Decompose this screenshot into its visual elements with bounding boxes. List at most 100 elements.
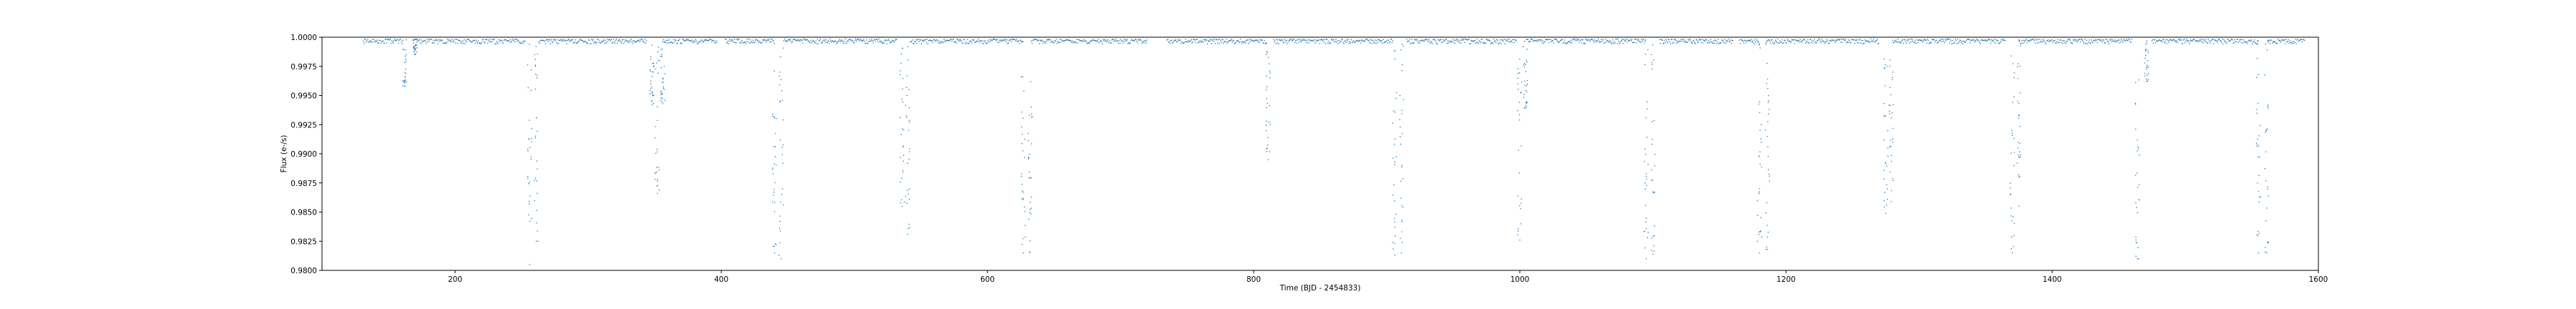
flux-point	[1874, 41, 1876, 43]
flux-point	[981, 42, 983, 44]
flux-point	[2158, 39, 2160, 41]
flux-point	[2145, 54, 2147, 57]
flux-point	[1521, 81, 1523, 83]
flux-point	[661, 92, 663, 94]
flux-point	[702, 41, 704, 43]
flux-point	[2147, 73, 2150, 74]
flux-point	[1440, 39, 1442, 41]
flux-point	[1444, 40, 1445, 42]
flux-point	[2018, 41, 2020, 42]
flux-point	[1496, 39, 1498, 41]
flux-point	[2062, 43, 2064, 44]
flux-point	[2019, 92, 2021, 94]
flux-point	[1908, 39, 1910, 40]
flux-point	[940, 41, 941, 43]
flux-point	[1375, 39, 1376, 41]
flux-point	[1399, 94, 1401, 97]
flux-point	[1395, 92, 1397, 94]
flux-point	[1121, 40, 1123, 41]
flux-point	[2256, 43, 2258, 44]
flux-point	[1635, 41, 1637, 44]
flux-point	[1532, 41, 1534, 42]
flux-point	[2265, 43, 2266, 45]
flux-point	[1369, 41, 1370, 44]
flux-point	[1941, 38, 1943, 40]
flux-point	[1891, 112, 1893, 114]
flux-point	[1086, 43, 1088, 44]
flux-point	[2056, 41, 2058, 43]
flux-point	[1264, 40, 1265, 41]
flux-point	[660, 92, 662, 93]
flux-point	[672, 42, 674, 44]
flux-point	[655, 126, 656, 127]
flux-point	[1302, 38, 1304, 40]
flux-point	[1957, 38, 1958, 40]
flux-point	[1887, 129, 1888, 132]
flux-point	[1758, 233, 1760, 235]
flux-point	[736, 41, 737, 44]
plot-area	[321, 36, 2319, 271]
flux-point	[491, 39, 492, 40]
flux-point	[990, 39, 992, 41]
flux-point	[1230, 39, 1231, 41]
flux-point	[914, 40, 916, 42]
flux-point	[1239, 41, 1241, 44]
flux-point	[1888, 110, 1890, 112]
flux-point	[474, 39, 475, 41]
flux-point	[396, 39, 399, 41]
flux-point	[1863, 43, 1864, 44]
flux-point	[1127, 43, 1129, 44]
flux-point	[664, 99, 665, 101]
flux-point	[1480, 41, 1481, 44]
flux-point	[1268, 63, 1270, 65]
flux-point	[794, 39, 796, 41]
flux-point	[2097, 41, 2098, 44]
flux-point	[438, 39, 439, 40]
flux-point	[1826, 39, 1828, 41]
flux-point	[1337, 43, 1339, 44]
flux-point	[899, 117, 901, 118]
flux-point	[1455, 39, 1457, 41]
flux-point	[1144, 39, 1146, 41]
flux-point	[1033, 39, 1035, 40]
flux-point	[2167, 40, 2169, 41]
flux-point	[1170, 40, 1171, 41]
flux-point	[2303, 39, 2305, 41]
flux-point	[1973, 39, 1975, 41]
flux-point	[980, 40, 982, 41]
flux-point	[387, 39, 389, 41]
flux-point	[1526, 102, 1527, 104]
flux-point	[1647, 49, 1649, 51]
flux-point	[1758, 231, 1760, 232]
flux-point	[1699, 38, 1701, 40]
flux-point	[446, 41, 448, 43]
flux-point	[2095, 39, 2097, 40]
flux-point	[1455, 38, 1458, 40]
flux-point	[796, 40, 798, 41]
flux-point	[457, 42, 459, 44]
flux-point	[2051, 39, 2053, 41]
flux-point	[1754, 43, 1756, 44]
flux-point	[536, 180, 537, 182]
flux-point	[2019, 45, 2021, 47]
flux-point	[1274, 41, 1275, 43]
flux-point	[1355, 41, 1357, 42]
flux-point	[490, 41, 492, 43]
flux-point	[745, 43, 746, 44]
flux-point	[1781, 39, 1783, 41]
flux-point	[1943, 40, 1945, 42]
flux-point	[917, 39, 919, 40]
flux-point	[517, 39, 519, 41]
flux-point	[1614, 42, 1616, 44]
flux-point	[2225, 41, 2227, 43]
flux-point	[2255, 109, 2258, 110]
flux-point	[1392, 110, 1395, 112]
flux-point	[811, 42, 813, 44]
flux-point	[1859, 39, 1860, 40]
flux-point	[1652, 180, 1654, 181]
flux-point	[1276, 39, 1277, 40]
flux-point	[371, 41, 373, 44]
flux-point	[1603, 42, 1605, 44]
flux-point	[1023, 252, 1024, 254]
flux-point	[663, 41, 665, 44]
